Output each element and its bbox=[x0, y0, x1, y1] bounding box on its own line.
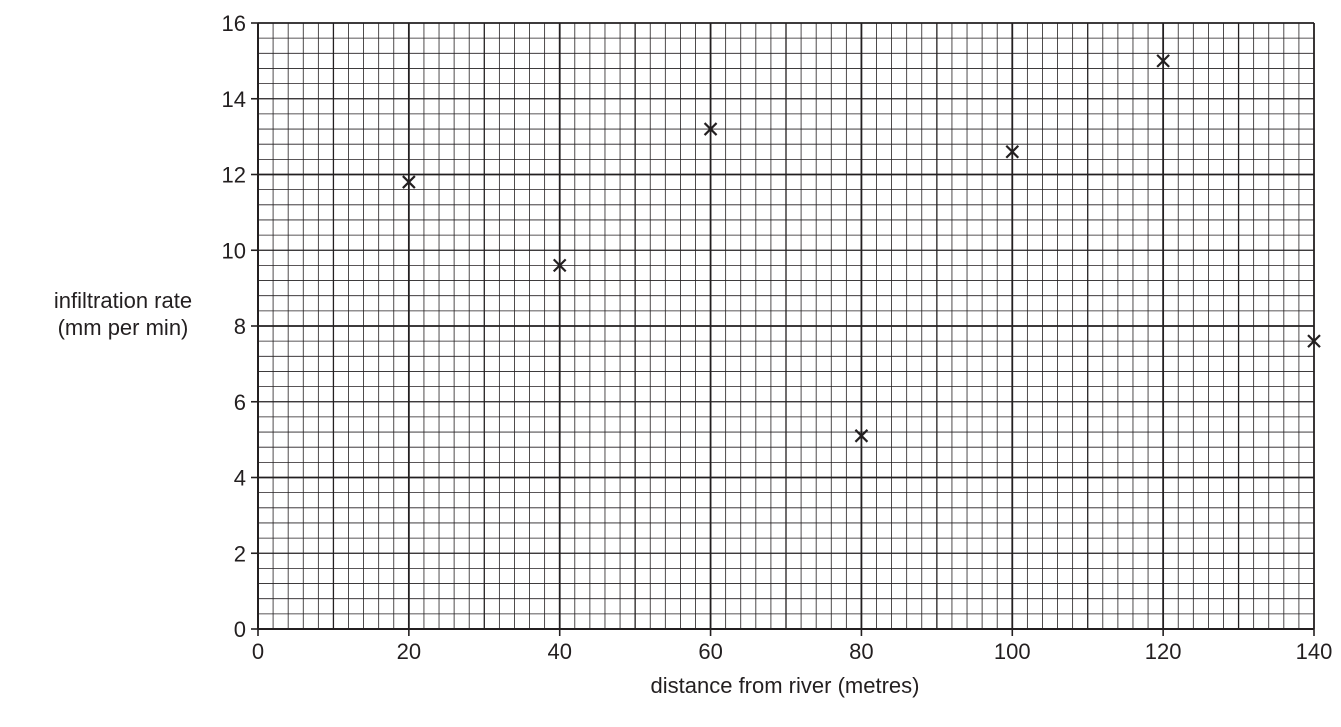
y-tick-label: 10 bbox=[222, 238, 246, 263]
x-tick-label: 0 bbox=[252, 639, 264, 664]
x-tick-label: 40 bbox=[547, 639, 571, 664]
data-point bbox=[402, 175, 416, 189]
data-point bbox=[552, 258, 567, 273]
data-point bbox=[703, 122, 718, 136]
y-axis-label-line-2: (mm per min) bbox=[58, 315, 189, 340]
x-tick-label: 80 bbox=[849, 639, 873, 664]
data-point bbox=[1005, 144, 1020, 159]
axes bbox=[251, 22, 1315, 636]
x-tick-label: 20 bbox=[397, 639, 421, 664]
grid-major bbox=[257, 22, 1315, 630]
data-point bbox=[1156, 54, 1170, 68]
data-point-stroke bbox=[703, 122, 718, 136]
data-points bbox=[402, 54, 1321, 443]
x-tick-label: 120 bbox=[1145, 639, 1182, 664]
y-tick-label: 0 bbox=[234, 617, 246, 642]
x-tick-label: 140 bbox=[1296, 639, 1333, 664]
y-tick-label: 8 bbox=[234, 314, 246, 339]
data-point-stroke bbox=[402, 175, 416, 189]
data-point-stroke bbox=[552, 258, 567, 273]
y-tick-label: 16 bbox=[222, 11, 246, 36]
y-tick-labels: 0 2 4 6 8 10 12 14 16 bbox=[222, 11, 246, 642]
y-tick-label: 12 bbox=[222, 163, 246, 188]
data-point-stroke bbox=[1005, 144, 1020, 159]
x-tick-label: 100 bbox=[994, 639, 1031, 664]
x-tick-labels: 0 20 40 60 80 100 120 140 bbox=[252, 639, 1332, 664]
y-tick-label: 2 bbox=[234, 541, 246, 566]
data-point-stroke bbox=[1156, 54, 1170, 68]
y-tick-label: 6 bbox=[234, 390, 246, 415]
data-point-stroke bbox=[854, 429, 869, 443]
y-tick-label: 4 bbox=[234, 466, 246, 491]
y-axis-label-line-1: infiltration rate bbox=[54, 288, 192, 313]
data-point bbox=[1307, 334, 1321, 348]
x-axis-label: distance from river (metres) bbox=[651, 673, 920, 698]
data-point bbox=[854, 429, 869, 443]
x-tick-label: 60 bbox=[698, 639, 722, 664]
y-tick-label: 14 bbox=[222, 87, 246, 112]
data-point-stroke bbox=[1307, 334, 1321, 348]
